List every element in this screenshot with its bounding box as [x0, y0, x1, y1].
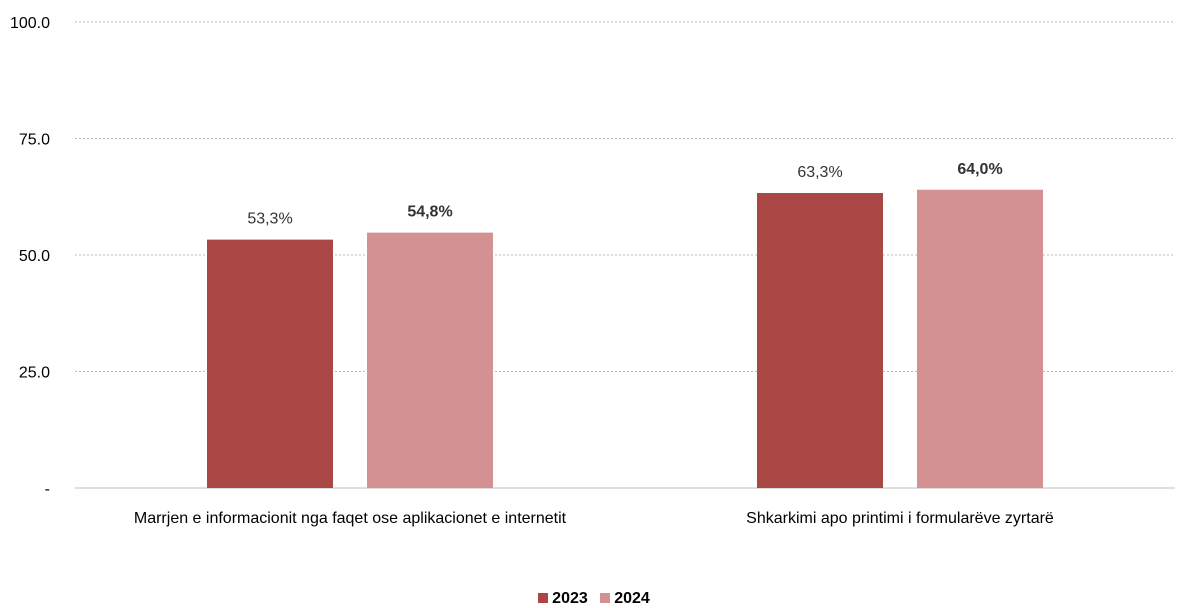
legend-label-2024: 2024 — [614, 590, 650, 607]
legend-swatch-2024 — [600, 593, 611, 603]
legend-swatch-2023 — [538, 593, 549, 603]
data-label-2023-1: 53,3% — [247, 211, 292, 228]
category-labels: Marrjen e informacionit nga faqet ose ap… — [134, 510, 1054, 527]
y-tick-label: 25.0 — [19, 365, 50, 382]
y-tick-label: 75.0 — [19, 132, 50, 149]
bar-2024-2 — [917, 189, 1043, 488]
bar-2023-2 — [757, 193, 883, 488]
data-label-2024-2: 64,0% — [957, 161, 1002, 178]
data-label-2023-2: 63,3% — [797, 164, 842, 181]
category-label-2: Shkarkimi apo printimi i formularëve zyr… — [746, 510, 1054, 527]
legend-item-2023: 2023 — [538, 590, 588, 608]
y-tick-label: 100.0 — [10, 15, 50, 32]
bar-2024-1 — [367, 232, 493, 488]
legend-label-2023: 2023 — [552, 590, 588, 607]
legend: 2023 2024 — [0, 590, 1188, 608]
y-tick-label: - — [45, 481, 50, 498]
data-labels: 53,3% 54,8% 63,3% 64,0% — [247, 161, 1002, 228]
y-tick-label: 50.0 — [19, 248, 50, 265]
legend-item-2024: 2024 — [600, 590, 650, 608]
bars — [207, 189, 1043, 488]
y-axis-ticks: - 25.0 50.0 75.0 100.0 — [10, 15, 50, 498]
category-label-1: Marrjen e informacionit nga faqet ose ap… — [134, 510, 567, 527]
data-label-2024-1: 54,8% — [407, 204, 452, 221]
bar-2023-1 — [207, 239, 333, 488]
